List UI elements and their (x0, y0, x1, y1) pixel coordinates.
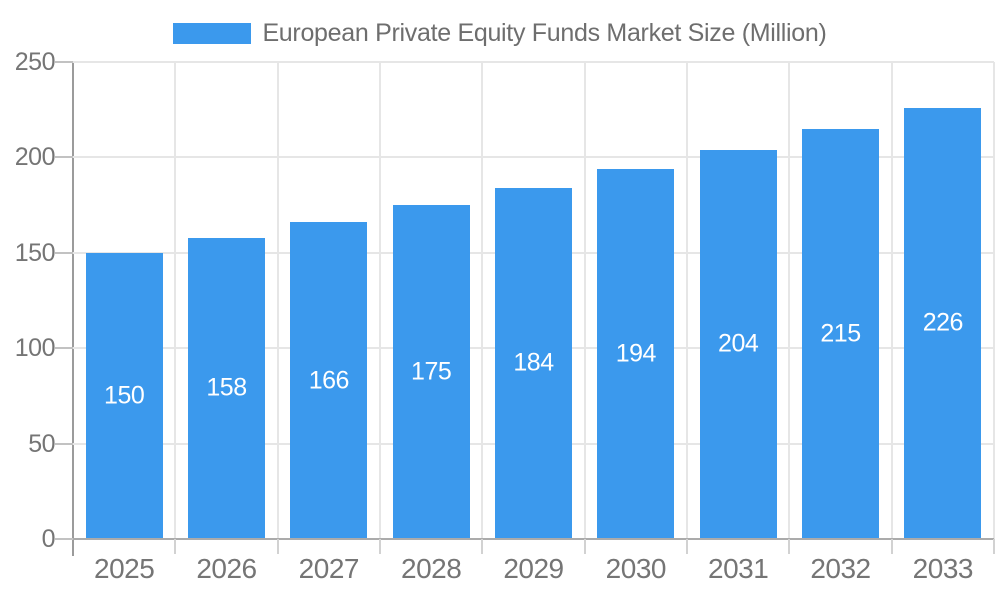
x-axis-label-2029: 2029 (503, 553, 564, 584)
legend-item[interactable]: European Private Equity Funds Market Siz… (0, 13, 1000, 53)
y-axis-tick (55, 442, 73, 445)
y-axis-label-0: 0 (41, 525, 56, 553)
bar-value-label: 150 (104, 381, 145, 410)
x-axis-label-2031: 2031 (708, 553, 769, 584)
v-gridline (174, 62, 177, 539)
x-axis-label-2027: 2027 (298, 553, 360, 584)
legend-label: European Private Equity Funds Market Siz… (262, 18, 827, 47)
bar-value-label: 226 (922, 308, 964, 337)
bar-value-label: 158 (206, 373, 247, 402)
x-axis-tick (788, 539, 791, 554)
bar-value-label: 204 (718, 329, 759, 358)
y-axis-tick (55, 61, 73, 63)
bar-2029[interactable]: 184 (495, 187, 572, 539)
bar-2026[interactable]: 158 (188, 237, 265, 539)
x-axis-label-2028: 2028 (401, 553, 462, 584)
x-axis-tick (481, 539, 484, 554)
y-axis-tick (55, 156, 73, 159)
x-axis-tick (686, 539, 688, 554)
y-axis-label-50: 50 (28, 429, 55, 458)
x-axis-label-2026: 2026 (196, 553, 257, 584)
v-gridline (686, 62, 688, 539)
bar-2033[interactable]: 226 (904, 107, 982, 539)
y-axis-tick (55, 251, 73, 254)
x-axis-tick (583, 539, 586, 554)
y-axis-tick (55, 347, 73, 350)
h-gridline (73, 61, 994, 63)
y-axis-line (72, 62, 74, 556)
x-axis-label-2032: 2032 (810, 553, 871, 584)
bar-2030[interactable]: 194 (597, 168, 675, 539)
x-axis-label-2030: 2030 (605, 553, 667, 584)
x-axis-tick (890, 539, 893, 554)
h-gridline (73, 156, 994, 159)
bar-2031[interactable]: 204 (699, 149, 777, 539)
bar-2032[interactable]: 215 (802, 128, 879, 539)
bar-value-label: 194 (615, 339, 657, 368)
bar-value-label: 166 (308, 366, 350, 395)
y-axis-tick (55, 538, 73, 540)
legend-swatch-icon (173, 22, 252, 44)
v-gridline (481, 62, 484, 539)
v-gridline (788, 62, 791, 539)
y-axis-label-200: 200 (14, 143, 56, 172)
bar-2027[interactable]: 166 (290, 222, 368, 539)
v-gridline (583, 62, 586, 539)
v-gridline (890, 62, 893, 539)
v-gridline (276, 62, 279, 539)
plot-area: 150 158 166 175 184 194 204 215 226 (73, 61, 995, 540)
x-axis-tick (379, 539, 381, 554)
v-gridline (993, 62, 995, 539)
x-axis-tick (993, 539, 995, 554)
v-gridline (379, 62, 381, 539)
x-axis-baseline (73, 538, 994, 540)
x-axis-tick (276, 539, 279, 554)
y-axis-label-250: 250 (14, 48, 56, 76)
y-axis-label-150: 150 (14, 238, 56, 267)
x-axis-label-2025: 2025 (94, 553, 155, 584)
x-axis-label-2033: 2033 (912, 553, 974, 584)
x-axis-tick (174, 539, 177, 554)
bar-value-label: 184 (513, 348, 554, 377)
bar-value-label: 215 (820, 319, 861, 348)
bar-2025[interactable]: 150 (85, 252, 163, 539)
bar-value-label: 175 (411, 357, 452, 386)
y-axis-label-100: 100 (14, 334, 56, 363)
bar-2028[interactable]: 175 (392, 205, 470, 539)
